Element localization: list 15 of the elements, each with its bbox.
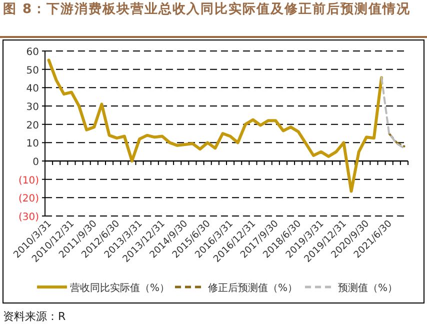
y-tick-label: (20) [18, 194, 40, 205]
legend-label: 修正后预测值（%） [208, 282, 298, 294]
y-tick-label: 20 [26, 120, 39, 132]
y-tick-label: 10 [26, 138, 39, 150]
y-tick-label: 50 [26, 65, 39, 76]
chart-title: 图 8：下游消费板块营业总收入同比实际值及修正前后预测值情况 [3, 2, 412, 18]
y-tick-label: 60 [26, 47, 39, 58]
legend-label: 营收同比实际值（%） [70, 282, 170, 294]
text: 资料来源：R [3, 309, 66, 324]
legend-label: 预测值（%） [338, 282, 398, 294]
y-tick-label: (30) [18, 212, 40, 223]
y-tick-label: 30 [26, 102, 39, 113]
y-tick-label: 40 [26, 84, 39, 95]
y-tick-label: (10) [18, 175, 40, 186]
y-tick-label: 0 [32, 157, 39, 168]
